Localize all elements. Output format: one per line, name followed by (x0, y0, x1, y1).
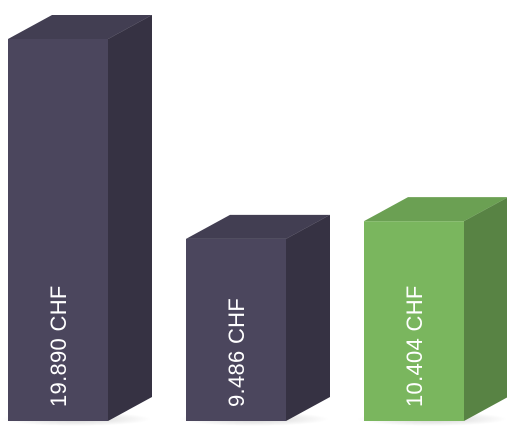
bar-front-face (8, 39, 108, 421)
bar: 9.486 CHF (186, 214, 330, 421)
bar-side-face (286, 214, 330, 421)
bar-top-face (186, 214, 330, 239)
bar-front-face (186, 238, 286, 421)
bar-front-face (364, 221, 464, 421)
bar-side-face (108, 15, 152, 421)
bar: 19.890 CHF (8, 15, 152, 421)
bar-value-label: 10.404 CHF (402, 285, 427, 407)
bar-value-label: 9.486 CHF (224, 298, 249, 407)
bar: 10.404 CHF (364, 197, 507, 421)
bar-top-face (364, 197, 507, 222)
bar-value-label: 19.890 CHF (46, 285, 71, 407)
bar-side-face (464, 197, 507, 421)
bar-top-face (8, 15, 152, 39)
